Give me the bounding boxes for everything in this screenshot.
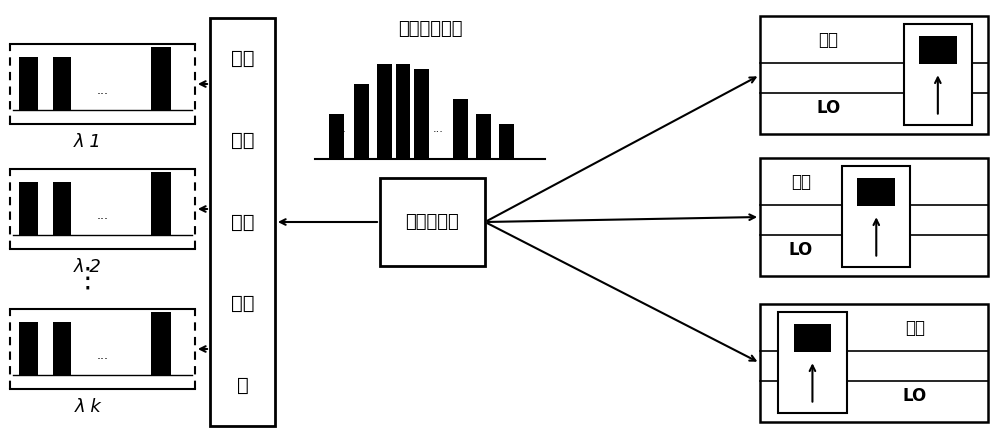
Text: 上行信号频谱: 上行信号频谱 [398,20,462,38]
Text: 波分: 波分 [231,49,254,68]
Bar [499,124,514,159]
Text: λ 1: λ 1 [74,133,102,151]
Bar [151,47,171,110]
Bar [329,114,344,159]
Bar [19,56,38,110]
Bar [760,304,988,422]
Text: LO: LO [789,241,813,259]
Text: ...: ... [433,124,443,134]
Bar [396,64,410,159]
Bar [53,56,71,110]
Text: ⋮: ⋮ [74,265,102,293]
Text: ...: ... [336,124,347,134]
Text: ...: ... [96,210,108,222]
Bar [151,172,171,234]
Text: LO: LO [816,99,841,117]
Bar [760,16,988,134]
Text: λ k: λ k [74,398,101,416]
Text: λ 2: λ 2 [74,258,102,276]
Text: 信号: 信号 [818,31,838,48]
Text: 与解: 与解 [231,213,254,231]
Text: 信号: 信号 [791,173,811,190]
Bar [414,69,429,159]
Bar [794,324,831,353]
Bar [380,178,485,266]
Bar [760,158,988,276]
Bar [377,64,392,159]
Bar [842,166,910,266]
Bar [53,182,71,234]
Text: LO: LO [903,387,927,405]
Bar [476,114,491,159]
Bar [151,312,171,375]
Text: 复用: 复用 [231,131,254,150]
Text: ...: ... [96,84,108,97]
Bar [354,84,369,159]
Bar [857,178,895,206]
Text: ...: ... [96,349,108,362]
Bar [19,321,38,375]
Bar [210,18,275,426]
Bar [778,312,847,412]
Bar [53,321,71,375]
Bar [904,24,972,125]
Text: 复用: 复用 [231,294,254,313]
Bar [19,182,38,234]
Bar [453,99,468,159]
Text: 信号: 信号 [905,319,925,337]
Text: 器: 器 [237,376,248,395]
Text: 功率分配器: 功率分配器 [406,213,459,231]
Bar [919,36,957,64]
